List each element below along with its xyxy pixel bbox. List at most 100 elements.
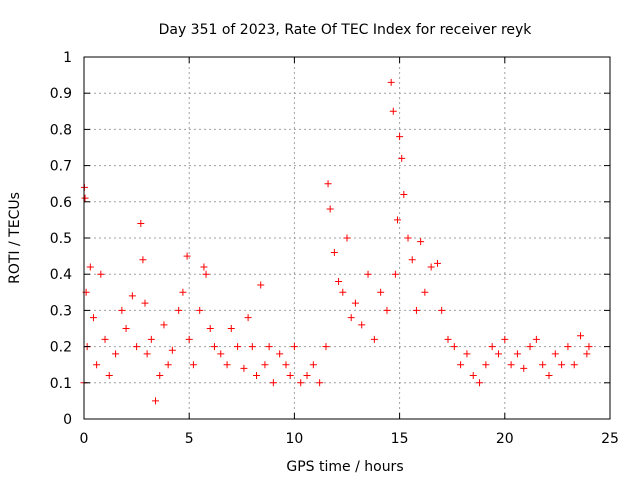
- data-point: [101, 335, 109, 343]
- x-tick-label: 15: [391, 431, 409, 447]
- data-point: [494, 350, 502, 358]
- data-point: [223, 361, 231, 369]
- y-tick-label: 0.3: [50, 303, 72, 319]
- data-point: [438, 306, 446, 314]
- data-point: [168, 346, 176, 354]
- data-point: [444, 335, 452, 343]
- data-point: [383, 306, 391, 314]
- data-point: [400, 191, 408, 199]
- x-tick-label: 25: [601, 431, 619, 447]
- data-point: [137, 220, 145, 228]
- data-point: [339, 288, 347, 296]
- data-point: [309, 361, 317, 369]
- data-point: [577, 332, 585, 340]
- y-tick-label: 0.4: [50, 267, 72, 283]
- data-point: [112, 350, 120, 358]
- data-point: [433, 259, 441, 267]
- data-point: [269, 379, 277, 387]
- data-point: [206, 325, 214, 332]
- data-point: [404, 234, 412, 242]
- data-point: [89, 314, 97, 322]
- data-point: [147, 335, 155, 343]
- y-tick-label: 0.5: [50, 231, 72, 247]
- data-point: [551, 350, 559, 358]
- data-point: [570, 361, 578, 369]
- data-point: [265, 343, 273, 351]
- y-tick-label: 0.7: [50, 159, 72, 175]
- data-point: [583, 350, 591, 358]
- data-point: [152, 397, 160, 405]
- y-tick-label: 0.1: [50, 376, 72, 392]
- x-tick-label: 0: [80, 431, 89, 447]
- data-point: [539, 361, 547, 369]
- data-point: [322, 343, 330, 351]
- data-point: [105, 372, 113, 380]
- data-point: [248, 343, 256, 351]
- x-tick-label: 5: [185, 431, 194, 447]
- data-point: [513, 350, 521, 358]
- y-tick-label: 0.9: [50, 86, 72, 102]
- data-point: [469, 372, 477, 380]
- data-point: [545, 372, 553, 380]
- data-point: [141, 299, 149, 307]
- data-point: [200, 263, 208, 271]
- data-point: [408, 256, 416, 264]
- data-point: [261, 361, 269, 369]
- data-point: [297, 379, 305, 387]
- data-point: [364, 270, 372, 278]
- data-point: [398, 154, 406, 162]
- data-point: [421, 288, 429, 296]
- data-point: [501, 335, 509, 343]
- data-point: [389, 107, 397, 115]
- data-point: [532, 335, 540, 343]
- data-point: [244, 314, 252, 322]
- data-point: [564, 343, 572, 351]
- data-point: [482, 361, 490, 369]
- data-point: [585, 343, 593, 351]
- data-point: [253, 372, 261, 380]
- data-point: [185, 335, 193, 343]
- data-point: [143, 350, 151, 358]
- data-point: [257, 281, 265, 289]
- data-point: [286, 372, 294, 380]
- data-point: [139, 256, 147, 264]
- data-point: [179, 288, 187, 296]
- x-tick-label: 10: [285, 431, 303, 447]
- y-axis-label: ROTI / TECUs: [7, 192, 23, 284]
- data-point: [196, 306, 204, 314]
- data-point: [330, 248, 338, 256]
- data-point: [417, 238, 425, 246]
- ticks-layer: 00.10.20.30.40.50.60.70.80.910 5 10 15 20 25: [50, 50, 619, 447]
- data-point: [396, 133, 404, 141]
- data-point: [335, 277, 343, 285]
- data-point: [358, 321, 366, 329]
- data-point: [520, 364, 528, 372]
- data-point: [558, 361, 566, 369]
- data-point: [391, 270, 399, 278]
- y-tick-label: 0.6: [50, 195, 72, 211]
- y-tick-label: 0: [63, 412, 72, 428]
- data-point: [387, 78, 395, 86]
- data-point: [133, 343, 141, 351]
- data-point: [351, 299, 359, 307]
- data-point: [526, 343, 534, 351]
- data-point: [93, 361, 101, 369]
- data-point: [324, 180, 332, 188]
- data-point: [86, 263, 94, 271]
- y-tick-label: 0.2: [50, 340, 72, 356]
- grid-layer: [84, 57, 610, 419]
- x-axis-label: GPS time / hours: [286, 459, 403, 475]
- data-point: [450, 343, 458, 351]
- y-tick-label: 1: [63, 50, 72, 66]
- data-point: [488, 343, 496, 351]
- data-point: [276, 350, 284, 358]
- data-point: [160, 321, 168, 329]
- data-point: [227, 325, 235, 332]
- data-point: [412, 306, 420, 314]
- data-point: [217, 350, 225, 358]
- data-point: [316, 379, 324, 387]
- data-point: [175, 306, 183, 314]
